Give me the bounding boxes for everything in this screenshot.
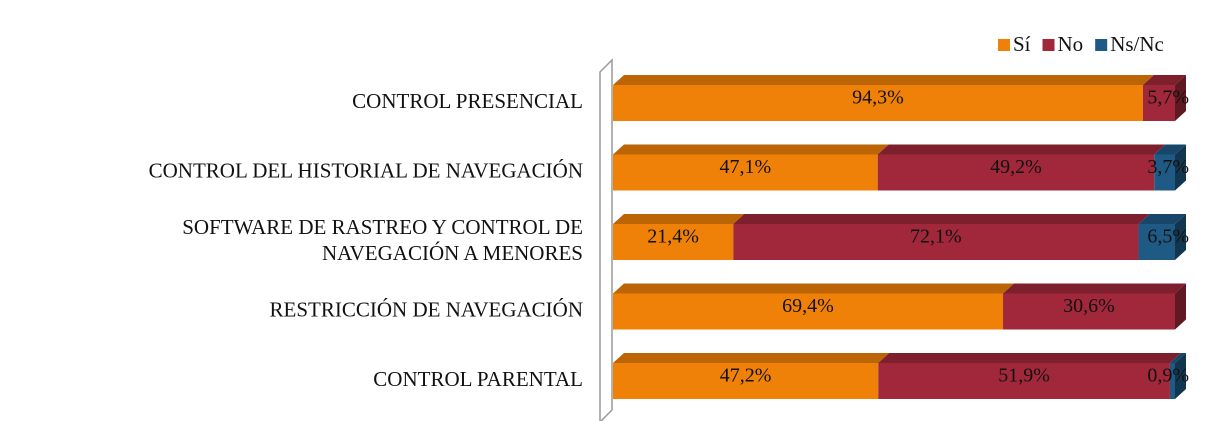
bar	[1003, 293, 1175, 330]
chart-wall	[599, 58, 613, 421]
data-label: 51,9%	[998, 365, 1050, 387]
data-label: 49,2%	[990, 156, 1042, 178]
bar-side	[1175, 144, 1186, 191]
bar	[613, 85, 1143, 121]
legend-label: Sí	[1013, 32, 1031, 56]
data-label: 6,5%	[1147, 226, 1189, 248]
legend-swatch	[998, 39, 1010, 51]
data-label: 47,1%	[720, 156, 772, 178]
bar	[613, 154, 878, 191]
data-label: 3,7%	[1147, 156, 1189, 178]
data-label: 0,9%	[1147, 365, 1189, 387]
bar	[1169, 363, 1175, 399]
bar	[613, 363, 879, 399]
y-tick-label: CONTROL PARENTAL	[373, 367, 583, 391]
bar	[878, 363, 1170, 399]
bar-top	[877, 144, 1166, 155]
data-label: 94,3%	[852, 87, 904, 109]
bar	[877, 154, 1155, 191]
data-label: 5,7%	[1147, 87, 1189, 109]
bar-top	[613, 214, 745, 224]
y-tick-label: RESTRICCIÓN DE NAVEGACIÓN	[270, 297, 583, 321]
bar-top	[613, 353, 890, 363]
legend-swatch	[1042, 39, 1055, 51]
bar	[1142, 85, 1175, 121]
bar-top	[1138, 214, 1186, 224]
bar	[1154, 154, 1175, 191]
bar-side	[1175, 353, 1186, 399]
y-tick-label-line: SOFTWARE DE RASTREO Y CONTROL DE	[182, 215, 583, 239]
bar-top	[1169, 353, 1186, 363]
y-tick-label-line: NAVEGACIÓN A MENORES	[322, 241, 583, 265]
bar-top	[733, 214, 1150, 224]
bar-top	[878, 353, 1181, 363]
bar	[733, 224, 1139, 260]
bar-top	[1003, 283, 1186, 294]
bar-top	[613, 75, 1154, 85]
bar-side	[1175, 283, 1186, 330]
bar-top	[1154, 144, 1186, 155]
legend-label: Ns/Nc	[1110, 32, 1164, 56]
data-label: 47,2%	[720, 365, 772, 387]
bar-side	[1175, 75, 1186, 121]
y-tick-label: CONTROL DEL HISTORIAL DE NAVEGACIÓN	[149, 158, 583, 182]
legend-label: No	[1058, 32, 1084, 56]
bar-side	[1175, 214, 1186, 260]
bar-top	[1142, 75, 1186, 85]
data-label: 72,1%	[910, 226, 962, 248]
bar	[1138, 224, 1175, 260]
y-tick-label: CONTROL PRESENCIAL	[352, 89, 583, 113]
bar	[613, 224, 734, 260]
legend-swatch	[1095, 39, 1108, 51]
data-label: 21,4%	[647, 226, 699, 248]
bar	[613, 293, 1004, 330]
bar-top	[613, 144, 889, 155]
data-label: 30,6%	[1063, 295, 1115, 317]
data-label: 69,4%	[782, 295, 834, 317]
bar-top	[613, 283, 1015, 294]
y-tick-label: SOFTWARE DE RASTREO Y CONTROL DE NAVEGACI…	[182, 215, 583, 265]
